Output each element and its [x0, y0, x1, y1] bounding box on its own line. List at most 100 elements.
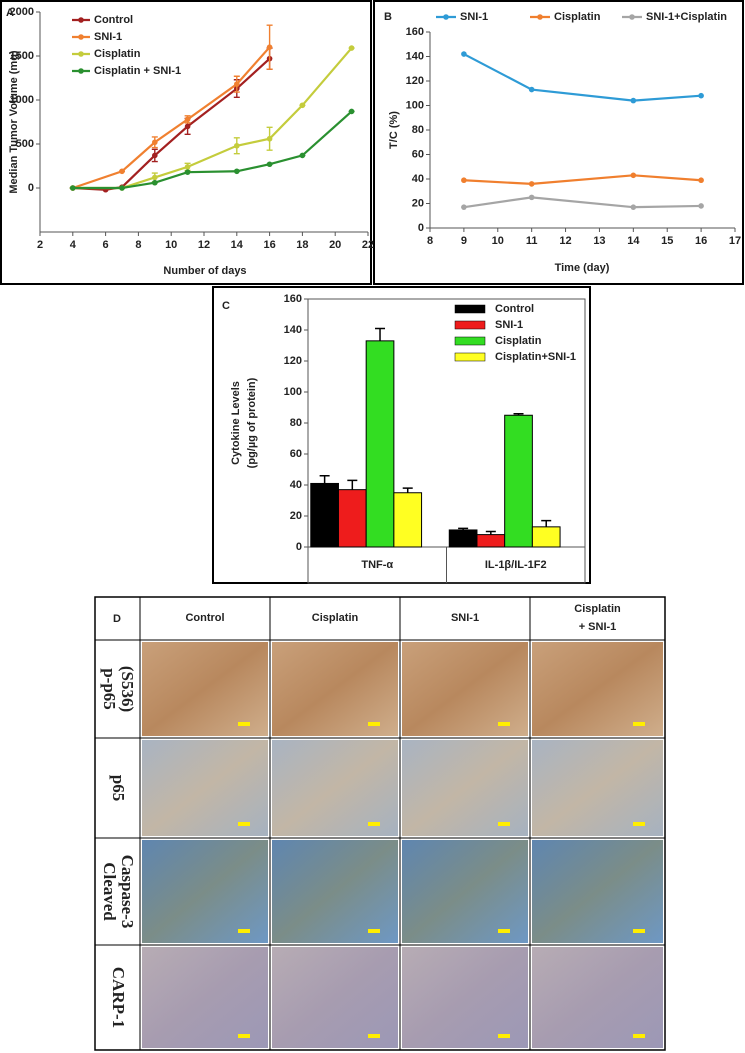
scale-bar [238, 1034, 250, 1038]
marker [152, 174, 158, 181]
y-tick-label: 20 [412, 197, 424, 209]
y-tick-label: 60 [290, 448, 302, 460]
legend-label: Cisplatin [94, 48, 141, 60]
micrograph [402, 840, 528, 943]
scale-bar [633, 1034, 645, 1038]
y-tick-label: 1000 [10, 94, 34, 106]
y-tick-label: 0 [418, 222, 424, 234]
scale-bar [368, 722, 380, 726]
bar [448, 529, 478, 548]
y-tick-label: 40 [412, 173, 424, 185]
micrograph [142, 840, 268, 943]
y-tick-label: 80 [290, 417, 302, 429]
series-line [463, 174, 702, 186]
y-tick-label: 0 [28, 182, 34, 194]
marker [184, 116, 191, 123]
legend-label: Cisplatin [495, 335, 542, 347]
legend-label: SNI-1 [495, 319, 523, 331]
panel-letter: C [222, 300, 230, 312]
y-axis-label: Median Tumor Volume (mg) [8, 50, 20, 194]
y-axis-label: T/C (%) [388, 111, 400, 149]
column-header: Cisplatin [574, 603, 621, 615]
marker [630, 172, 637, 179]
marker [528, 181, 535, 187]
x-tick-label: IL-1β/IL-1F2 [485, 559, 547, 571]
legend-label: Cisplatin + SNI-1 [94, 65, 181, 77]
y-tick-label: 2000 [10, 6, 34, 18]
legend-label: SNI-1+Cisplatin [646, 11, 727, 23]
scale-bar [498, 822, 510, 826]
micrograph [142, 740, 268, 836]
series-line [463, 196, 702, 209]
x-tick-label: 11 [526, 235, 538, 247]
marker [630, 204, 637, 210]
x-tick-label: 13 [593, 235, 605, 247]
marker [698, 92, 704, 99]
scale-bar [498, 1034, 510, 1038]
panel-letter: B [384, 11, 392, 23]
x-tick-label: 6 [103, 239, 109, 251]
x-tick-label: 4 [70, 239, 77, 251]
x-tick-label: 8 [427, 235, 433, 247]
x-tick-label: 12 [198, 239, 210, 251]
legend-marker [629, 14, 635, 20]
micrograph [402, 642, 528, 736]
y-tick-label: 40 [290, 479, 302, 491]
x-tick-label: 22 [362, 239, 374, 251]
error-bar [485, 530, 496, 535]
legend-label: Cisplatin [554, 11, 601, 23]
x-tick-label: 12 [559, 235, 571, 247]
marker [461, 177, 467, 184]
column-header: SNI-1 [451, 612, 479, 624]
y-tick-label: 500 [16, 138, 34, 150]
marker [698, 177, 704, 184]
marker [152, 139, 158, 146]
x-tick-label: 8 [135, 239, 141, 251]
error-bar [319, 474, 330, 484]
y-tick-label: 60 [412, 148, 424, 160]
micrograph [532, 840, 663, 943]
row-label: Cleaved [100, 862, 119, 921]
x-tick-label: 16 [695, 235, 707, 247]
x-tick-label: 14 [231, 239, 244, 251]
y-tick-label: 120 [284, 355, 302, 367]
marker [152, 179, 158, 186]
micrograph [402, 947, 528, 1048]
marker [348, 108, 355, 115]
x-tick-label: 10 [492, 235, 504, 247]
x-tick-label: 14 [627, 235, 640, 247]
scale-bar [633, 722, 645, 726]
column-header: Control [185, 612, 224, 624]
micrograph [272, 947, 398, 1048]
marker [119, 168, 125, 175]
marker [266, 161, 273, 168]
legend-marker [78, 51, 84, 57]
marker [348, 45, 355, 51]
marker [528, 194, 535, 201]
error-bar [347, 479, 358, 490]
y-tick-label: 140 [284, 324, 302, 336]
error-bar [402, 487, 413, 493]
scale-bar [238, 822, 250, 826]
legend-marker [443, 14, 449, 20]
bar [504, 414, 533, 548]
micrograph [532, 740, 663, 836]
scale-bar [238, 722, 250, 726]
row-label: p-p65 [100, 668, 119, 710]
bar [476, 534, 506, 548]
micrograph [532, 642, 663, 736]
bar [337, 489, 367, 548]
series-line [72, 110, 353, 190]
marker [234, 142, 240, 149]
column-header: + SNI-1 [579, 621, 617, 633]
y-tick-label: 80 [412, 124, 424, 136]
marker [70, 185, 76, 191]
series-line [72, 46, 271, 190]
x-tick-label: 9 [461, 235, 467, 247]
marker [234, 168, 240, 175]
y-tick-label: 100 [406, 99, 424, 111]
marker [266, 135, 273, 142]
scale-bar [238, 929, 250, 933]
y-tick-label: 120 [406, 75, 424, 87]
